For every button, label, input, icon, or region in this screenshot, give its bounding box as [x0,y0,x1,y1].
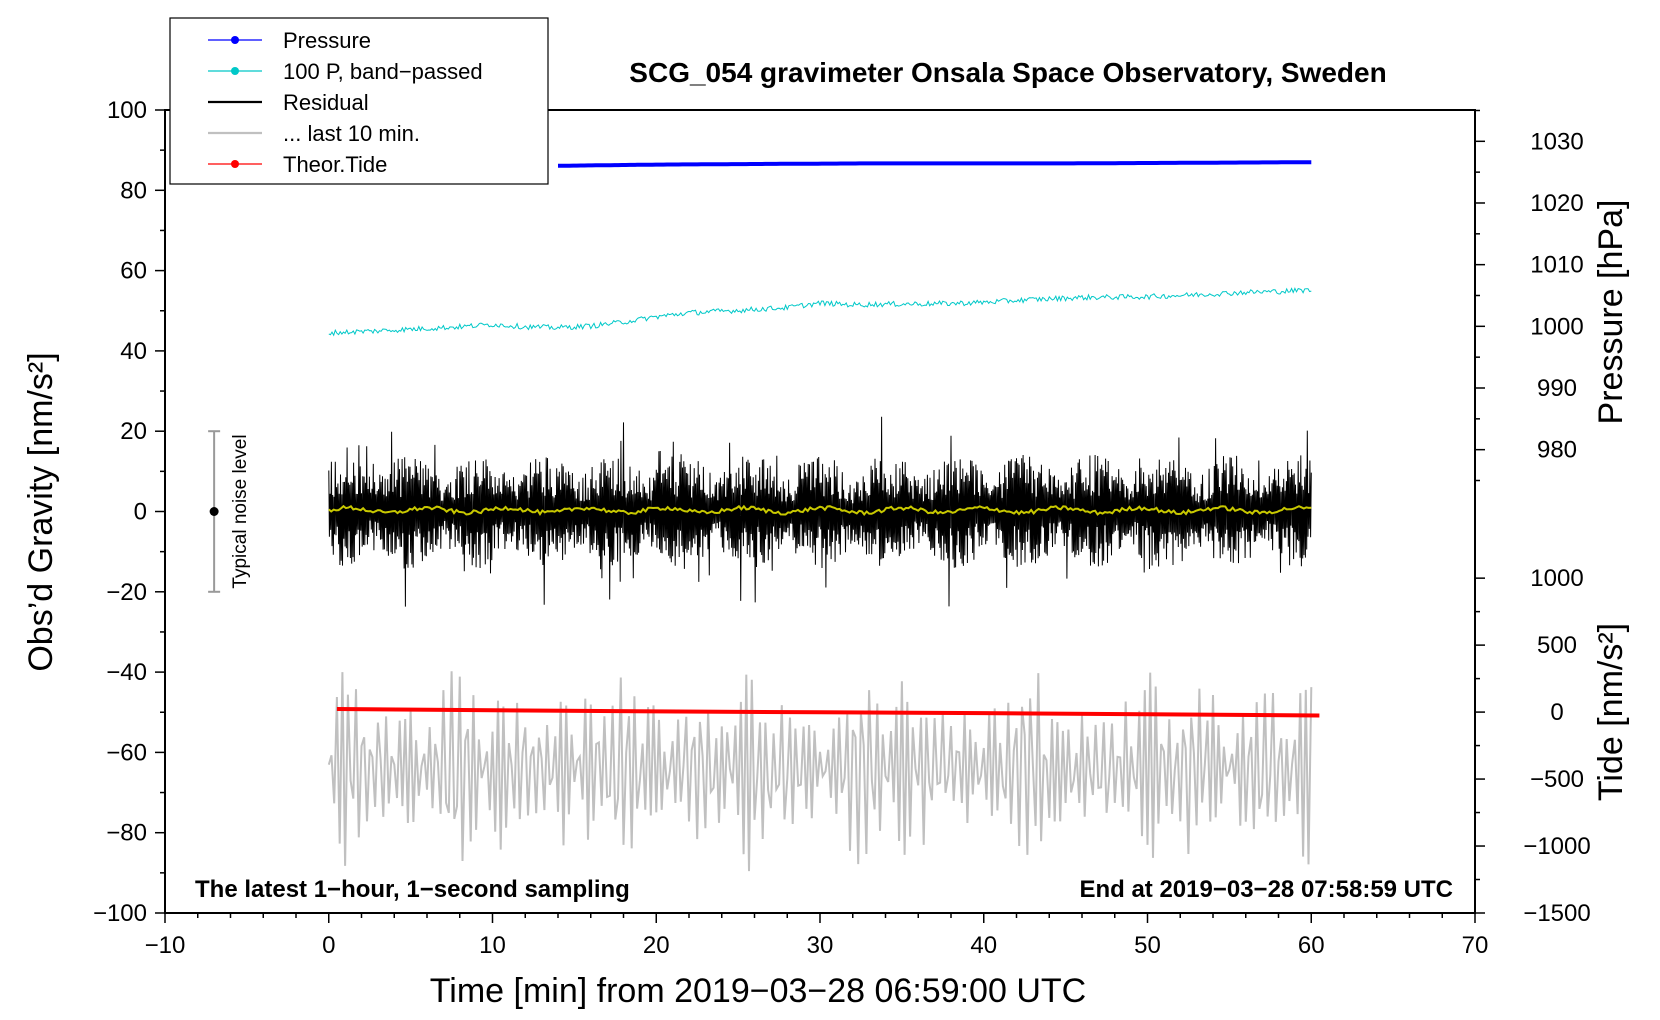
x-tick-label: 20 [643,932,670,959]
legend-label-pressure: Pressure [283,28,371,53]
y-tick-label: 80 [120,177,147,204]
bandpassed-line [328,287,1312,337]
pressure-line [558,160,1312,168]
legend-label-bandpassed: 100 P, band−passed [283,59,483,84]
pressure-tick-label: 990 [1537,375,1577,402]
x-tick-label: 50 [1134,932,1161,959]
y-tick-label: 40 [120,338,147,365]
legend-item-tide: Theor.Tide [208,152,387,177]
legend-item-bandpassed: 100 P, band−passed [208,59,483,84]
legend-marker-pressure [231,36,239,44]
tide-tick-label: −500 [1530,766,1584,793]
y-tick-label: 100 [107,97,147,124]
tide-line [336,707,1320,718]
x-tick-label: 10 [479,932,506,959]
legend-label-tide: Theor.Tide [283,152,387,177]
legend-item-pressure: Pressure [208,28,371,53]
x-tick-label: 0 [322,932,335,959]
y-tick-label: 60 [120,258,147,285]
residual-series [328,416,1312,607]
y-axis-tide-title: Tide [nm/s²] [1592,623,1630,801]
pressure-tick-label: 1010 [1530,252,1583,279]
x-axis: −10 0 10 20 30 40 50 60 70 [145,913,1489,959]
legend-label-last10: ... last 10 min. [283,121,420,146]
y-axis-pressure: 1030 1020 1010 1000 990 980 [1475,109,1584,482]
tide-tick-label: 500 [1537,632,1577,659]
last-10-min-line [327,671,1313,872]
tide-tick-label: −1000 [1523,833,1590,860]
y-axis-tide: 1000 500 0 −500 −1000 −1500 [1475,565,1591,927]
pressure-tick-label: 1020 [1530,190,1583,217]
x-tick-label: −10 [145,932,186,959]
y-tick-label: 0 [134,499,147,526]
tide-tick-label: 0 [1550,699,1563,726]
x-tick-label: 70 [1462,932,1489,959]
x-tick-label: 40 [970,932,997,959]
noise-level-marker: Typical noise level [208,430,251,593]
y-tick-label: −20 [106,579,147,606]
theoretical-tide-series [336,707,1320,718]
chart-title: SCG_054 gravimeter Onsala Space Observat… [629,57,1386,88]
residual-mean-series [328,504,1312,517]
tide-tick-label: −1500 [1523,900,1590,927]
y-tick-label: −40 [106,659,147,686]
annotation-end-time: End at 2019−03−28 07:58:59 UTC [1079,876,1453,903]
legend-item-residual: Residual [208,90,369,115]
pressure-tick-label: 1030 [1530,128,1583,155]
pressure-series [558,160,1312,168]
noise-level-label: Typical noise level [230,434,251,588]
y-tick-label: −80 [106,820,147,847]
x-axis-title: Time [min] from 2019−03−28 06:59:00 UTC [430,972,1086,1010]
legend-marker-bandpassed [231,67,239,75]
pressure-tick-label: 980 [1537,437,1577,464]
legend: Pressure 100 P, band−passed Residual ...… [169,17,549,185]
y-axis-left: 100 80 60 40 20 0 −20 −40 −60 −80 −100 [93,97,165,927]
y-axis-pressure-title: Pressure [hPa] [1592,200,1630,425]
residual-line [328,416,1312,607]
noise-level-dot [209,507,219,516]
annotation-sampling: The latest 1−hour, 1−second sampling [195,876,630,903]
y-tick-label: −60 [106,739,147,766]
pressure-tick-label: 1000 [1530,313,1583,340]
y-tick-label: −100 [93,900,147,927]
residual-mean-line [328,504,1312,517]
bandpassed-pressure-series [328,287,1312,337]
legend-marker-tide [231,160,239,168]
x-tick-label: 60 [1298,932,1325,959]
last-10-min-series [327,671,1313,872]
tide-tick-label: 1000 [1530,565,1583,592]
legend-item-last10: ... last 10 min. [208,121,420,146]
y-axis-left-title: Obs’d Gravity [nm/s²] [22,352,60,671]
y-tick-label: 20 [120,418,147,445]
x-tick-label: 30 [807,932,834,959]
legend-label-residual: Residual [283,90,369,115]
